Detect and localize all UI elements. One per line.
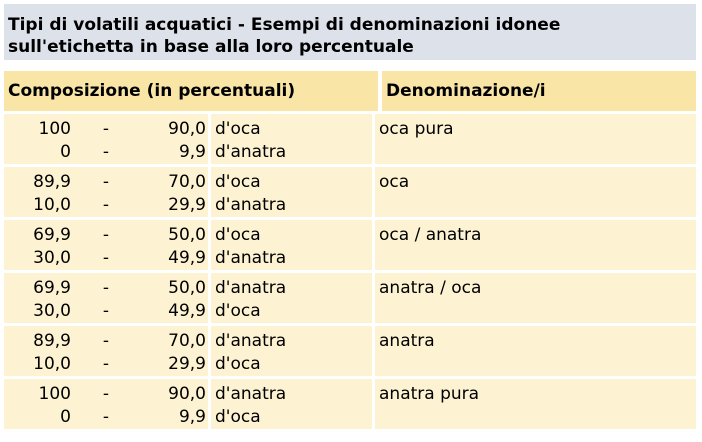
cell-kind: d'oca d'anatra <box>211 114 372 164</box>
cell-dash: -- <box>74 114 138 164</box>
table-body: 100 0 -- 90,0 9,9 d'oca d'anatra oca pura 8… <box>4 114 696 429</box>
cell-denomination: anatra <box>375 326 696 376</box>
cell-denomination: oca / anatra <box>375 220 696 270</box>
cell-from: 100 0 <box>4 114 74 164</box>
composition-table: Tipi di volatili acquatici - Esempi di d… <box>4 4 696 432</box>
table-title: Tipi di volatili acquatici - Esempi di d… <box>4 4 696 60</box>
cell-from: 69,9 30,0 <box>4 273 74 323</box>
cell-from: 89,9 10,0 <box>4 326 74 376</box>
cell-to: 90,0 9,9 <box>138 379 208 429</box>
cell-denomination: anatra pura <box>375 379 696 429</box>
cell-to: 70,0 29,9 <box>138 167 208 217</box>
cell-kind: d'anatra d'oca <box>211 326 372 376</box>
cell-to: 50,0 49,9 <box>138 273 208 323</box>
cell-denomination: anatra / oca <box>375 273 696 323</box>
cell-dash: -- <box>74 379 138 429</box>
cell-dash: -- <box>74 167 138 217</box>
table-row: 89,9 10,0 -- 70,0 29,9 d'anatra d'oca anatr… <box>4 326 696 376</box>
cell-dash: -- <box>74 326 138 376</box>
header-composition: Composizione (in percentuali) <box>4 71 378 111</box>
cell-to: 50,0 49,9 <box>138 220 208 270</box>
cell-from: 100 0 <box>4 379 74 429</box>
cell-to: 70,0 29,9 <box>138 326 208 376</box>
cell-kind: d'oca d'anatra <box>211 220 372 270</box>
table-row: 100 0 -- 90,0 9,9 d'anatra d'oca anatra pur… <box>4 379 696 429</box>
table-row: 100 0 -- 90,0 9,9 d'oca d'anatra oca pura <box>4 114 696 164</box>
cell-from: 69,9 30,0 <box>4 220 74 270</box>
table-row: 69,9 30,0 -- 50,0 49,9 d'anatra d'oca anatr… <box>4 273 696 323</box>
cell-to: 90,0 9,9 <box>138 114 208 164</box>
cell-kind: d'anatra d'oca <box>211 273 372 323</box>
cell-dash: -- <box>74 220 138 270</box>
cell-kind: d'oca d'anatra <box>211 167 372 217</box>
cell-dash: -- <box>74 273 138 323</box>
table-row: 89,9 10,0 -- 70,0 29,9 d'oca d'anatra oca <box>4 167 696 217</box>
table-row: 69,9 30,0 -- 50,0 49,9 d'oca d'anatra oca /… <box>4 220 696 270</box>
table-header: Composizione (in percentuali) Denominazi… <box>4 71 696 111</box>
header-denomination: Denominazione/i <box>382 71 696 111</box>
cell-from: 89,9 10,0 <box>4 167 74 217</box>
cell-denomination: oca <box>375 167 696 217</box>
cell-denomination: oca pura <box>375 114 696 164</box>
cell-kind: d'anatra d'oca <box>211 379 372 429</box>
